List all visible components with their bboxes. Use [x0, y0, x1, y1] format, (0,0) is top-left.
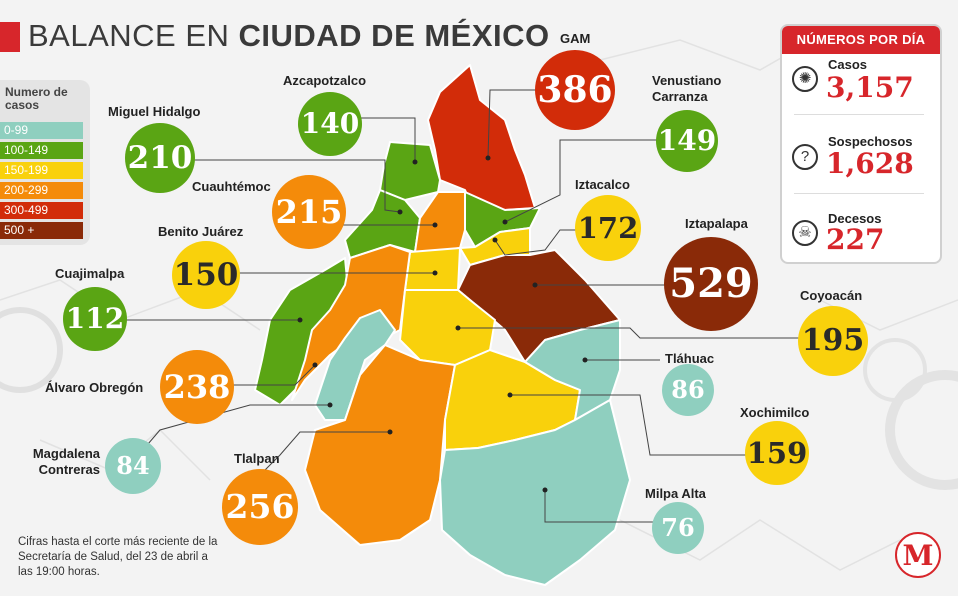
badge-tlalpan: 256 — [222, 469, 298, 545]
badge-cuajimalpa: 112 — [63, 287, 127, 351]
virus-icon: ✺ — [792, 66, 818, 92]
label-iztacalco: Iztacalco — [575, 177, 630, 192]
label-benito-juarez: Benito Juárez — [158, 224, 244, 239]
region-benito-juarez — [404, 247, 461, 296]
title-regular: BALANCE EN — [28, 18, 239, 53]
badge-miguel-hidalgo: 210 — [125, 123, 195, 193]
title-bold: CIUDAD DE MÉXICO — [238, 18, 550, 53]
page-title: BALANCE EN CIUDAD DE MÉXICO — [28, 18, 550, 54]
daily-numbers-header: NÚMEROS POR DÍA — [782, 26, 940, 54]
region-milpa-alta — [439, 399, 631, 586]
badge-milpa-alta: 76 — [652, 502, 704, 554]
stat-value-suspected: 1,628 — [826, 147, 914, 180]
divider — [794, 193, 924, 194]
title-accent — [0, 22, 20, 52]
label-coyoacan: Coyoacán — [800, 288, 863, 303]
label-gam: GAM — [560, 31, 591, 46]
badge-coyoacan: 195 — [798, 306, 868, 376]
legend-item: 500 + — [0, 222, 83, 239]
badge-iztacalco: 172 — [575, 195, 641, 261]
label-tlahuac: Tláhuac — [665, 351, 715, 366]
milenio-logo: M — [895, 532, 941, 578]
region-alvaro-obregon — [291, 244, 411, 401]
legend-title: Numero de casos — [5, 85, 68, 112]
stat-label-cases: Casos — [828, 57, 868, 72]
legend-item: 300-499 — [0, 202, 83, 219]
stat-label-deaths: Decesos — [828, 211, 882, 226]
badge-benito-juarez: 150 — [172, 241, 240, 309]
badge-tlahuac: 86 — [662, 364, 714, 416]
badge-gam: 386 — [535, 50, 615, 130]
region-gam — [427, 64, 536, 211]
region-cuauhtemoc — [414, 191, 466, 253]
label-xochimilco: Xochimilco — [740, 405, 810, 420]
label-venustiano-carranza: Venustiano Carranza — [652, 73, 722, 104]
label-magdalena-contreras: Magdalena Contreras — [32, 446, 100, 477]
label-cuajimalpa: Cuajimalpa — [55, 266, 125, 281]
daily-numbers-panel: NÚMEROS POR DÍA ✺ Casos 3,157 ? Sospecho… — [780, 24, 942, 264]
legend-item: 0-99 — [0, 122, 83, 139]
legend: Numero de casos 0-99 100-149 150-199 200… — [0, 80, 90, 245]
badge-magdalena-contreras: 84 — [105, 438, 161, 494]
label-tlalpan: Tlalpan — [234, 451, 280, 466]
divider — [794, 114, 924, 115]
label-alvaro-obregon: Álvaro Obregón — [45, 380, 144, 395]
footnote: Cifras hasta el corte más reciente de la… — [18, 536, 218, 578]
label-milpa-alta: Milpa Alta — [645, 486, 706, 501]
badge-azcapotzalco: 140 — [298, 92, 362, 156]
legend-item: 150-199 — [0, 162, 83, 179]
stat-value-cases: 3,157 — [826, 71, 914, 104]
badge-iztapalapa: 529 — [664, 237, 758, 331]
badge-venustiano-carranza: 149 — [656, 110, 718, 172]
stat-label-suspected: Sospechosos — [828, 134, 913, 149]
label-cuauhtemoc: Cuauhtémoc — [192, 179, 271, 194]
region-azcapotzalco — [379, 141, 441, 201]
legend-item: 200-299 — [0, 182, 83, 199]
skull-icon: ☠ — [792, 220, 818, 246]
svg-text:M: M — [903, 539, 934, 572]
label-iztapalapa: Iztapalapa — [685, 216, 748, 231]
question-icon: ? — [792, 144, 818, 170]
badge-cuauhtemoc: 215 — [272, 175, 346, 249]
badge-xochimilco: 159 — [745, 421, 809, 485]
stat-value-deaths: 227 — [826, 223, 885, 256]
badge-alvaro-obregon: 238 — [160, 350, 234, 424]
label-miguel-hidalgo: Miguel Hidalgo — [108, 104, 201, 119]
legend-item: 100-149 — [0, 142, 83, 159]
label-azcapotzalco: Azcapotzalco — [283, 73, 367, 88]
